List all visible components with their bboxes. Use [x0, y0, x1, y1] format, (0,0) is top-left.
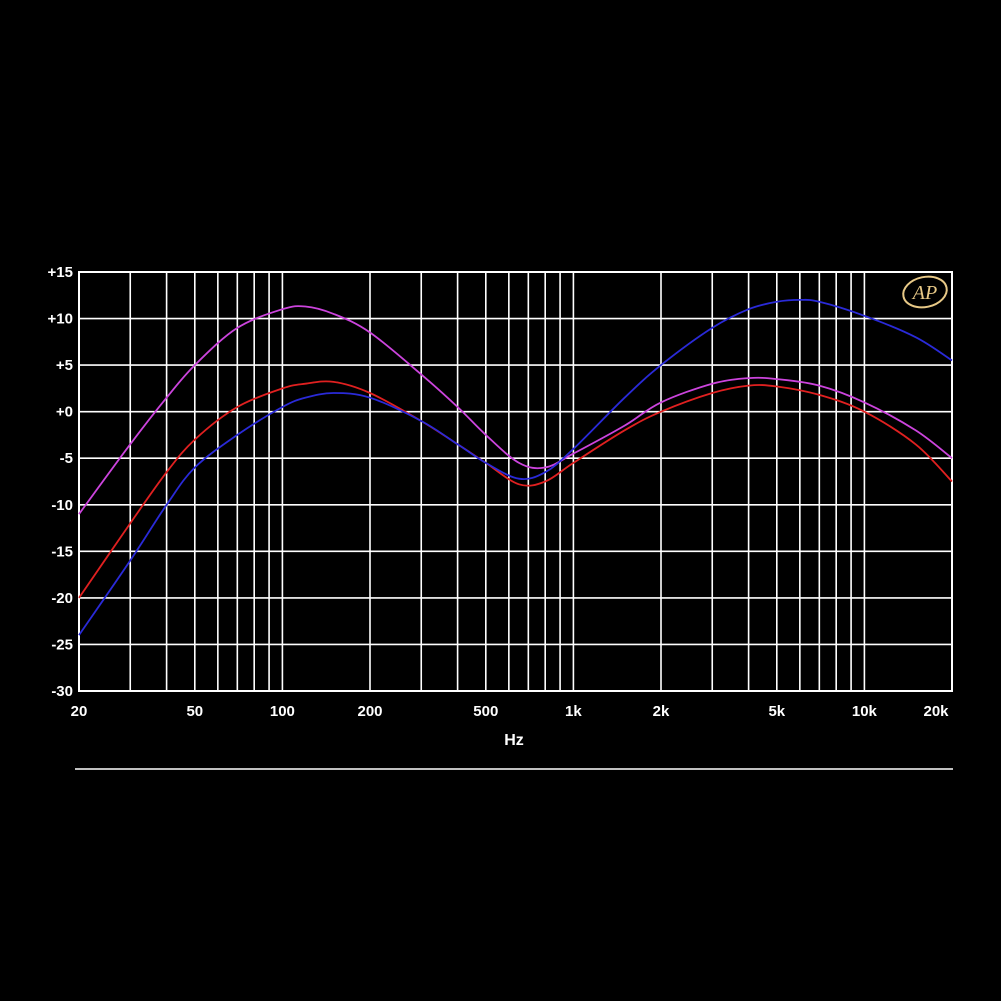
- chart-series: [78, 298, 953, 636]
- y-tick-label: -30: [51, 683, 73, 700]
- y-axis-tick-labels: +15 +10 +5 +0 -5 -10 -15 -20 -25 -30: [48, 264, 73, 700]
- y-tick-label: -5: [60, 450, 73, 467]
- series-line: [78, 380, 953, 599]
- x-tick-label: 20: [71, 703, 88, 720]
- ap-logo: AP: [902, 275, 948, 309]
- y-tick-label: -20: [51, 590, 73, 607]
- chart-grid: [78, 271, 953, 692]
- x-axis-label: Hz: [504, 732, 524, 749]
- ap-logo-text: AP: [911, 282, 937, 304]
- x-tick-label: 200: [357, 703, 382, 720]
- x-tick-label: 500: [473, 703, 498, 720]
- x-tick-label: 1k: [565, 703, 582, 720]
- x-tick-label: 100: [270, 703, 295, 720]
- x-tick-label: 5k: [768, 703, 785, 720]
- y-tick-label: -25: [51, 636, 73, 653]
- x-axis-tick-labels: 20 50 100 200 500 1k 2k 5k 10k 20k: [71, 703, 950, 720]
- series-line: [78, 305, 953, 515]
- series-line: [78, 298, 953, 636]
- x-tick-label: 50: [186, 703, 203, 720]
- ap-logo-ring: [902, 275, 948, 309]
- x-tick-label: 10k: [852, 703, 878, 720]
- y-tick-label: +10: [48, 311, 73, 328]
- x-tick-label: 20k: [923, 703, 949, 720]
- y-tick-label: +0: [56, 404, 73, 421]
- y-tick-label: -10: [51, 497, 73, 514]
- y-tick-label: -15: [51, 543, 73, 560]
- y-tick-label: +15: [48, 264, 73, 281]
- x-tick-label: 2k: [653, 703, 670, 720]
- y-tick-label: +5: [56, 357, 73, 374]
- plot-frame: [78, 271, 953, 692]
